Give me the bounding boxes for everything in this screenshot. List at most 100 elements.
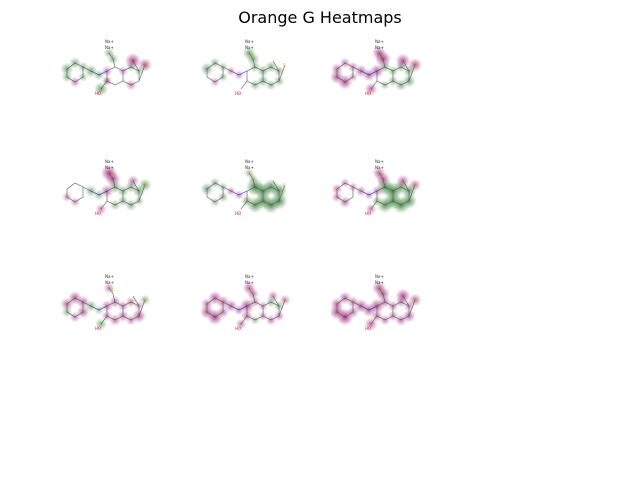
bond-line <box>278 64 286 82</box>
bond-line <box>402 295 410 307</box>
bond-line <box>98 190 108 196</box>
positive-contribution-blob <box>265 61 277 73</box>
bond-line <box>112 58 116 68</box>
molecule-heatmap: S S HO Na+Na+ <box>60 274 151 331</box>
bond-line <box>368 190 378 196</box>
bond-line <box>378 172 384 180</box>
bond-line <box>344 311 354 318</box>
heatmap-panel: S S HO Na+ Na+ <box>185 155 315 245</box>
sulfur-label: S <box>143 298 146 303</box>
bond-line <box>400 66 410 72</box>
bond-line <box>114 186 124 192</box>
bond-line <box>112 178 116 188</box>
sulfur-label: S <box>143 63 146 68</box>
bond-line <box>82 186 92 192</box>
sulfur-label: S <box>251 173 254 178</box>
bond-line <box>82 66 92 72</box>
bond-line <box>108 287 114 295</box>
counterion-label: Na+ <box>105 274 114 279</box>
bond-line <box>360 305 370 311</box>
bond-line <box>400 301 410 307</box>
positive-contribution-blob <box>103 47 115 59</box>
bond-line <box>270 66 280 72</box>
bond-line <box>66 182 76 190</box>
bond-line <box>90 190 100 196</box>
bond-line <box>262 66 272 72</box>
bond-line <box>206 297 216 305</box>
bond-line <box>108 172 114 180</box>
bond-line <box>108 52 114 60</box>
bond-line <box>106 200 116 206</box>
counterion-label: Na+ <box>375 274 384 279</box>
sulfur-label: S <box>381 288 384 293</box>
bond-line <box>230 305 240 311</box>
sulfur-label: S <box>251 288 254 293</box>
bond-line <box>66 62 76 70</box>
bond-line <box>272 180 280 192</box>
bond-line <box>238 190 248 196</box>
bond-line <box>214 311 224 318</box>
bond-line <box>214 297 224 303</box>
sulfur-label: S <box>413 298 416 303</box>
bond-line <box>138 64 146 82</box>
negative-contribution-blob <box>372 281 386 295</box>
figure-title: Orange G Heatmaps <box>238 8 402 27</box>
bond-line <box>248 287 254 295</box>
bond-line <box>278 184 286 202</box>
bond-line <box>122 66 132 72</box>
bond-line <box>74 62 84 68</box>
bond-line <box>384 66 394 72</box>
bond-line <box>222 186 232 192</box>
counterion-label: Na+ <box>245 45 254 50</box>
counterion-label: Na+ <box>375 280 384 285</box>
heatmap-panel: S S HO Na+ Na+ <box>315 155 445 245</box>
bond-line <box>74 196 84 203</box>
molecule-heatmap: S S HO Na+Na+ <box>330 39 422 96</box>
counterion-label: Na+ <box>245 165 254 170</box>
bond-line <box>248 172 254 180</box>
bond-line <box>246 66 256 72</box>
bond-line <box>376 80 386 86</box>
bond-line <box>90 70 100 76</box>
positive-contribution-blob <box>242 46 256 60</box>
bond-line <box>114 301 124 307</box>
bond-line <box>122 186 132 192</box>
bond-line <box>98 305 108 311</box>
negative-contribution-blob <box>372 46 386 60</box>
bond-line <box>382 58 386 68</box>
bond-line <box>262 301 272 307</box>
heatmap-panel: S S HO Na+ Na+ <box>185 35 315 125</box>
bond-line <box>272 295 280 307</box>
bond-line <box>246 315 256 321</box>
bond-line <box>238 70 248 76</box>
sulfur-label: S <box>283 63 286 68</box>
bond-line <box>368 305 378 311</box>
sulfur-label: S <box>111 53 114 58</box>
bond-line <box>122 200 132 206</box>
bond-line <box>246 186 256 192</box>
bond-line <box>336 62 346 70</box>
heatmap-panel: S S HO Na+ Na+ <box>45 35 175 125</box>
bond-line <box>100 200 108 210</box>
sulfur-label: S <box>381 53 384 58</box>
negative-contribution-blob <box>101 165 117 181</box>
bond-line <box>74 182 84 188</box>
molecule-heatmap: S S HO Na+Na+ <box>200 39 286 96</box>
counterion-label: Na+ <box>105 280 114 285</box>
bond-line <box>352 66 362 72</box>
bond-line <box>400 80 410 86</box>
bond-line <box>384 315 394 321</box>
hydroxyl-label: HO <box>95 326 101 331</box>
bond-line <box>402 180 410 192</box>
bond-line <box>214 62 224 68</box>
bond-line <box>240 80 248 90</box>
bond-line <box>246 301 256 307</box>
bond-line <box>392 200 402 206</box>
bond-line <box>112 293 116 303</box>
bond-line <box>254 80 264 86</box>
sulfur-label: S <box>111 288 114 293</box>
bond-line <box>254 200 264 206</box>
bond-line <box>336 297 346 305</box>
bond-line <box>392 301 402 307</box>
bond-line <box>254 315 264 321</box>
